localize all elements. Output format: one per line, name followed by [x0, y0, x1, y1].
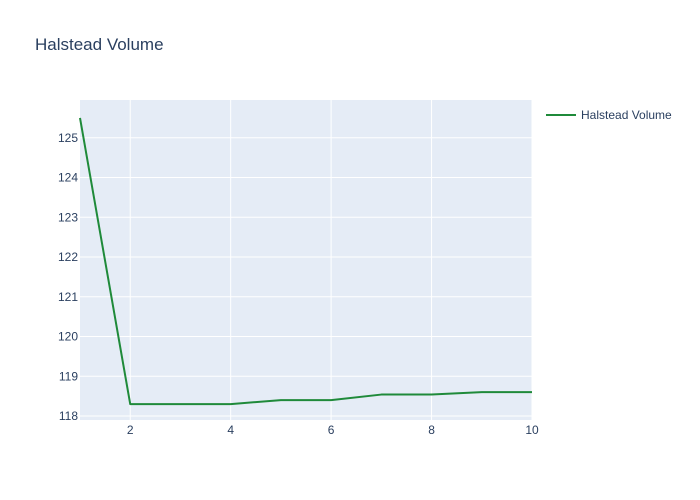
chart-title: Halstead Volume: [35, 35, 164, 54]
y-tick-label: 123: [58, 210, 78, 224]
y-tick-label: 119: [59, 369, 78, 383]
y-tick-label: 121: [58, 290, 78, 304]
y-tick-label: 125: [58, 131, 78, 145]
x-axis: 2 4 6 8 10: [127, 423, 539, 437]
series-layer: [79, 117, 532, 406]
y-tick-label: 120: [58, 330, 78, 344]
plot-area: [80, 100, 532, 420]
grid-lines: [80, 100, 533, 420]
y-tick-label: 122: [58, 250, 78, 264]
y-tick-label: 124: [58, 171, 78, 185]
y-tick-label: 118: [59, 409, 78, 423]
y-axis: 118 119 120 121 122 123 124 125: [58, 131, 78, 423]
x-tick-label: 10: [525, 423, 539, 437]
legend[interactable]: Halstead Volume: [546, 108, 672, 122]
x-tick-label: 4: [227, 423, 234, 437]
x-tick-label: 2: [127, 423, 134, 437]
series-line[interactable]: [79, 117, 532, 406]
x-tick-label: 6: [328, 423, 335, 437]
legend-label[interactable]: Halstead Volume: [581, 108, 672, 122]
x-tick-label: 8: [428, 423, 435, 437]
